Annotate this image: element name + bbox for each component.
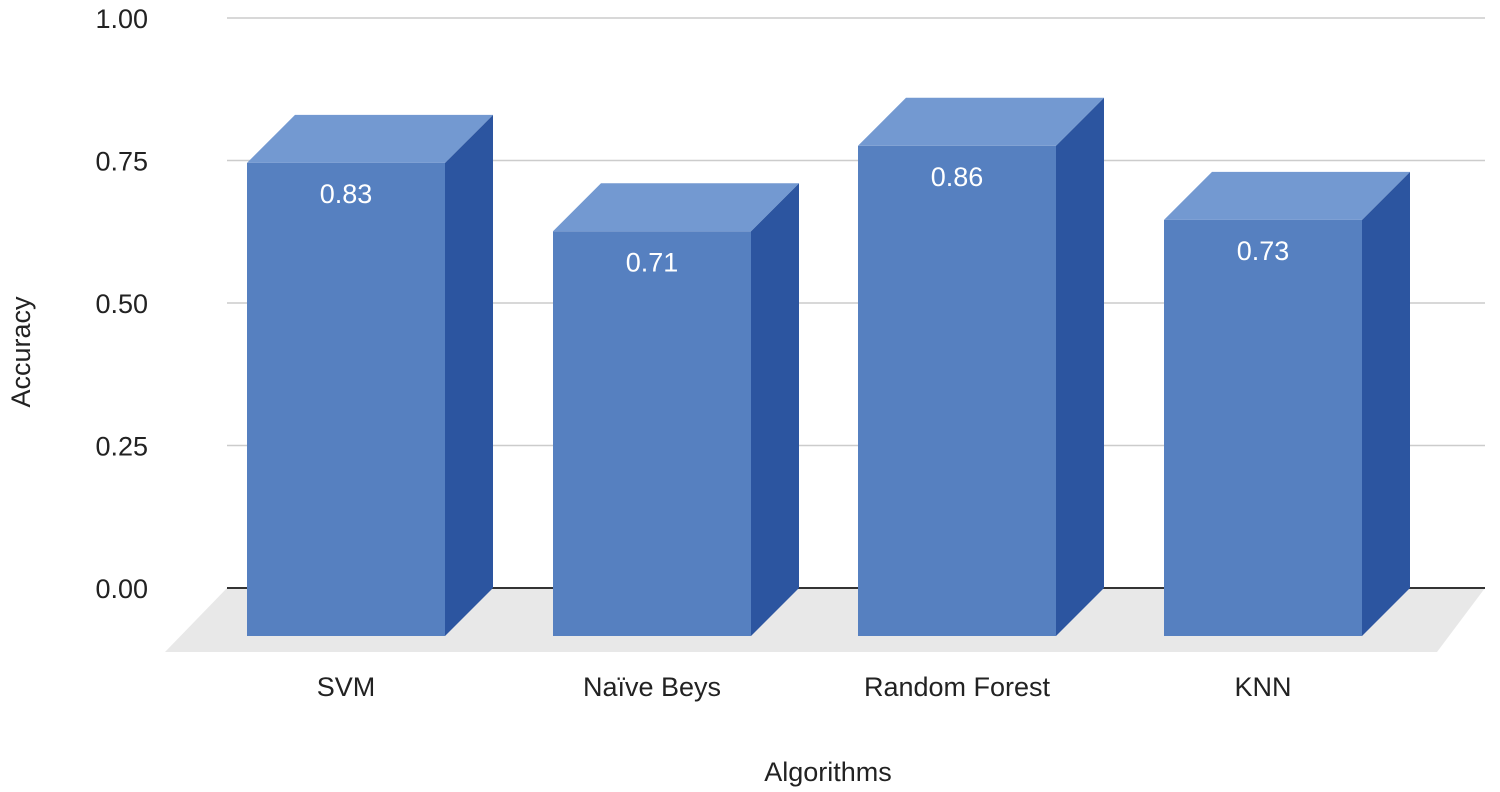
bar-side-face (445, 114, 493, 636)
bar-side-face (1362, 171, 1410, 636)
data-label: 0.83 (320, 179, 373, 209)
data-label: 0.73 (1237, 236, 1290, 266)
bar-top-face (247, 114, 493, 163)
bars: 0.83 0.71 0.86 0.73 (247, 97, 1410, 637)
bar-front-face (247, 162, 445, 636)
y-axis-ticks: 0.00 0.25 0.50 0.75 1.00 (95, 4, 148, 604)
x-tick-label: Random Forest (864, 672, 1051, 702)
y-tick-label: 0.00 (95, 574, 148, 604)
y-tick-label: 0.50 (95, 289, 148, 319)
x-tick-label: Naïve Beys (583, 672, 721, 702)
x-tick-label: SVM (317, 672, 376, 702)
data-label: 0.86 (931, 162, 984, 192)
data-label: 0.71 (626, 247, 679, 277)
x-tick-label: KNN (1234, 672, 1291, 702)
y-tick-label: 1.00 (95, 4, 148, 34)
floor-plane (165, 588, 1485, 652)
y-tick-label: 0.75 (95, 147, 148, 177)
chart-floor (165, 588, 1485, 652)
bar-na-ve-beys: 0.71 (553, 183, 799, 637)
bar-top-face (1164, 171, 1410, 220)
x-axis-ticks: SVM Naïve Beys Random Forest KNN (317, 672, 1292, 702)
bar-side-face (751, 183, 799, 637)
bar-top-face (858, 97, 1104, 146)
y-axis-title: Accuracy (6, 296, 36, 408)
bar-side-face (1056, 97, 1104, 637)
y-tick-label: 0.25 (95, 432, 148, 462)
bar-knn: 0.73 (1164, 171, 1410, 636)
x-axis-title: Algorithms (764, 757, 892, 787)
bar-top-face (553, 183, 799, 232)
bar-front-face (1164, 219, 1362, 636)
bar-random-forest: 0.86 (858, 97, 1104, 637)
bar-front-face (858, 145, 1056, 637)
bar-front-face (553, 231, 751, 637)
bar-svm: 0.83 (247, 114, 493, 636)
